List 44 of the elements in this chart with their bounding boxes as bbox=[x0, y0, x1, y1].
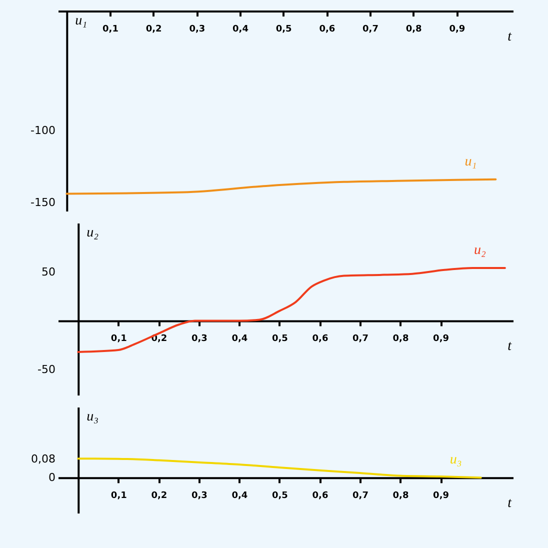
x-tick-label: 0,8 bbox=[392, 334, 409, 344]
x-tick-label: 0,2 bbox=[146, 24, 162, 34]
x-axis-title: t bbox=[508, 339, 513, 354]
x-tick-label: 0,1 bbox=[110, 491, 127, 502]
x-tick-label: 0,5 bbox=[272, 491, 288, 502]
line-series bbox=[77, 458, 482, 479]
y-tick-label: 0 bbox=[48, 471, 56, 484]
y-axis-title: u₂ bbox=[86, 226, 99, 240]
y-tick-label: -100 bbox=[30, 124, 56, 137]
x-tick-label: 0,7 bbox=[362, 24, 378, 34]
x-tick-label: 0,7 bbox=[352, 491, 368, 502]
y-tick-label: -150 bbox=[30, 196, 56, 209]
x-tick-label: 0,4 bbox=[232, 334, 248, 344]
y-axis-title: u₃ bbox=[86, 410, 99, 424]
x-tick-label: 0,4 bbox=[232, 491, 248, 502]
series-label: u₁ bbox=[464, 154, 477, 170]
x-tick-label: 0,7 bbox=[352, 334, 368, 344]
line-series bbox=[66, 178, 497, 195]
x-tick-label: 0,4 bbox=[232, 24, 248, 34]
y-tick-label: -50 bbox=[38, 363, 56, 376]
x-tick-label: 0,6 bbox=[312, 334, 328, 344]
x-tick-label: 0,6 bbox=[319, 24, 336, 34]
x-tick-label: 0,9 bbox=[433, 334, 449, 344]
line-series bbox=[77, 266, 506, 353]
x-tick-label: 0,3 bbox=[189, 24, 206, 34]
x-axis-title: t bbox=[508, 496, 513, 512]
y-tick-label: 0,08 bbox=[31, 452, 56, 466]
x-tick-label: 0,3 bbox=[191, 334, 208, 344]
y-axis-title: u₁ bbox=[75, 14, 88, 28]
x-tick-label: 0,5 bbox=[272, 334, 288, 344]
x-axis-title: t bbox=[508, 30, 513, 44]
x-tick-label: 0,6 bbox=[312, 491, 328, 502]
x-tick-label: 0,8 bbox=[392, 491, 409, 502]
x-tick-label: 0,9 bbox=[449, 24, 466, 34]
x-tick-label: 0,1 bbox=[102, 24, 118, 34]
x-tick-label: 0,2 bbox=[151, 491, 168, 502]
y-tick-label: 50 bbox=[42, 265, 56, 278]
series-label: u₂ bbox=[474, 242, 486, 258]
series-label: u₃ bbox=[450, 452, 462, 468]
x-tick-label: 0,8 bbox=[406, 24, 422, 34]
x-tick-label: 0,3 bbox=[191, 491, 208, 502]
x-tick-label: 0,5 bbox=[276, 24, 292, 34]
x-tick-label: 0,9 bbox=[433, 491, 449, 502]
x-tick-label: 0,1 bbox=[110, 334, 127, 344]
